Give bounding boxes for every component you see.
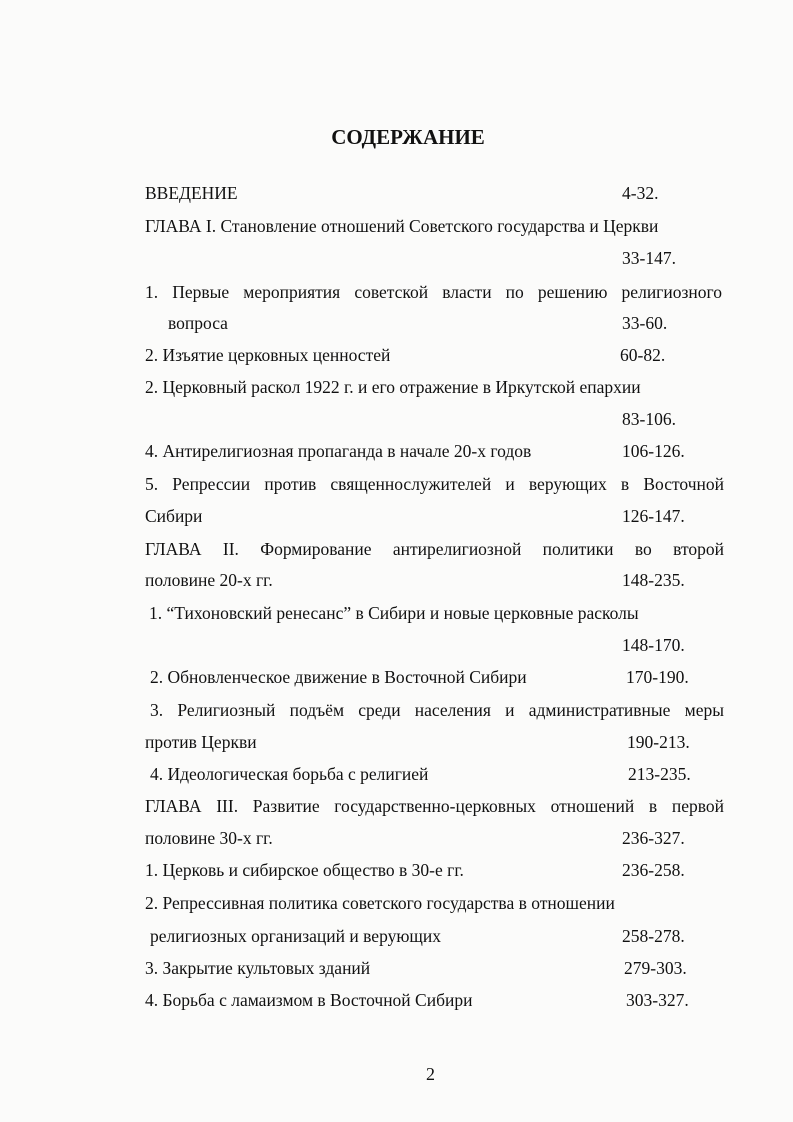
entry-pages: 148-235. — [622, 570, 685, 590]
entry-text: 2. Изъятие церковных ценностей — [145, 345, 391, 365]
entry-text: 1. Церковь и сибирское общество в 30-е г… — [145, 860, 464, 880]
entry-pages: 279-303. — [624, 958, 687, 978]
entry-text: ГЛАВА I. Становление отношений Советског… — [145, 216, 659, 236]
entry-text: ГЛАВА III. Развитие государственно-церко… — [145, 796, 724, 816]
entry-pages: 236-258. — [622, 860, 685, 880]
entry-pages: 60-82. — [620, 345, 666, 365]
entry-text: 5. Репрессии против священнослужителей и… — [145, 474, 724, 494]
entry-pages: 4-32. — [622, 183, 659, 203]
page-number: 2 — [426, 1064, 435, 1084]
entry-pages: 303-327. — [626, 990, 689, 1010]
entry-text: ГЛАВА II. Формирование антирелигиозной п… — [145, 539, 724, 559]
entry-text: 4. Идеологическая борьба с религией — [150, 764, 429, 784]
entry-text: 4. Борьба с ламаизмом в Восточной Сибири — [145, 990, 473, 1010]
entry-pages: 170-190. — [626, 667, 689, 687]
entry-pages: 190-213. — [627, 732, 690, 752]
entry-text: 2. Церковный раскол 1922 г. и его отраже… — [145, 377, 641, 397]
entry-pages: 148-170. — [622, 635, 685, 655]
entry-text: 4. Антирелигиозная пропаганда в начале 2… — [145, 441, 532, 461]
entry-text: 2. Обновленческое движение в Восточной С… — [150, 667, 527, 687]
entry-pages: 33-147. — [622, 248, 676, 268]
title: СОДЕРЖАНИЕ — [331, 125, 485, 149]
entry-text: 3. Закрытие культовых зданий — [145, 958, 371, 978]
entry-text: 1. “Тихоновский ренесанс” в Сибири и нов… — [149, 603, 639, 623]
entry-text: 3. Религиозный подъём среди населения и … — [150, 700, 724, 720]
entry-text: против Церкви — [145, 732, 257, 752]
entry-text: вопроса — [168, 313, 228, 333]
entry-text: Сибири — [145, 506, 203, 526]
entry-pages: 83-106. — [622, 409, 676, 429]
entry-text: половине 30-х гг. — [145, 828, 273, 848]
entry-text: 2. Репрессивная политика советского госу… — [145, 893, 615, 913]
entry-pages: 126-147. — [622, 506, 685, 526]
entry-pages: 213-235. — [628, 764, 691, 784]
entry-text: ВВЕДЕНИЕ — [145, 183, 238, 203]
entry-pages: 33-60. — [622, 313, 668, 333]
entry-text: религиозных организаций и верующих — [150, 926, 441, 946]
entry-text: 1. Первые мероприятия советской власти п… — [145, 282, 722, 302]
entry-pages: 258-278. — [622, 926, 685, 946]
entry-pages: 236-327. — [622, 828, 685, 848]
entry-text: половине 20-х гг. — [145, 570, 273, 590]
entry-pages: 106-126. — [622, 441, 685, 461]
